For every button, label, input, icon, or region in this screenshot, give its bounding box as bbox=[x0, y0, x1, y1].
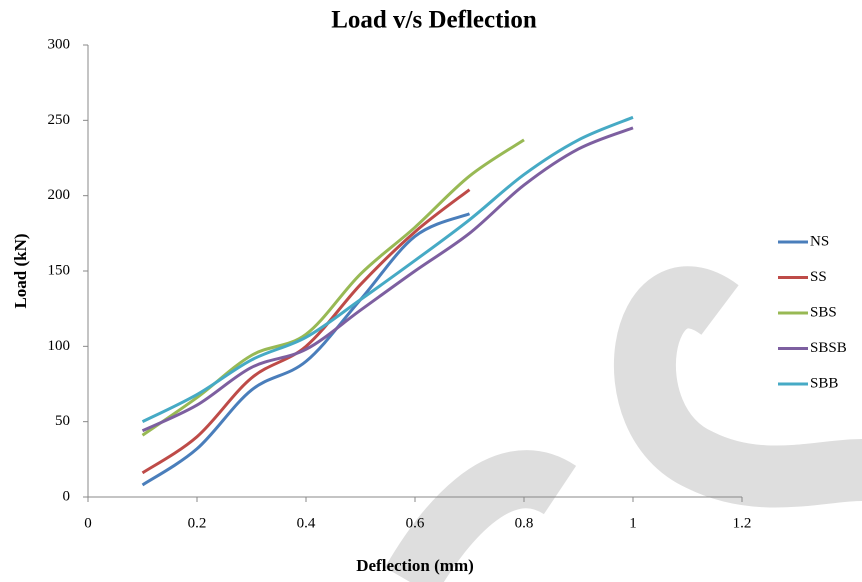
x-tick-label: 0.4 bbox=[297, 515, 316, 531]
x-tick-label: 1.2 bbox=[733, 515, 752, 531]
x-tick-label: 0.6 bbox=[406, 515, 425, 531]
x-tick-label: 0.8 bbox=[515, 515, 534, 531]
series-line bbox=[141, 126, 634, 433]
y-tick-label: 100 bbox=[48, 338, 71, 354]
series-line bbox=[141, 212, 471, 487]
chart-title: Load v/s Deflection bbox=[331, 7, 537, 34]
x-tick-label: 0.2 bbox=[188, 515, 207, 531]
x-axis-title: Deflection (mm) bbox=[356, 556, 474, 575]
legend-label: SBS bbox=[810, 304, 837, 320]
legend-label: SBSB bbox=[810, 340, 847, 356]
y-tick-label: 50 bbox=[55, 413, 70, 429]
legend-label: NS bbox=[810, 233, 829, 249]
watermark bbox=[614, 266, 862, 508]
series-line bbox=[141, 115, 634, 424]
y-tick-label: 150 bbox=[48, 262, 71, 278]
y-tick-label: 300 bbox=[48, 36, 71, 52]
series-line bbox=[141, 138, 525, 437]
y-tick-label: 0 bbox=[63, 488, 71, 504]
legend-label: SBB bbox=[810, 375, 838, 391]
x-tick-label: 0 bbox=[84, 515, 92, 531]
legend-label: SS bbox=[810, 269, 827, 285]
y-axis-title: Load (kN) bbox=[11, 233, 30, 308]
watermark bbox=[384, 450, 577, 582]
y-tick-label: 200 bbox=[48, 187, 71, 203]
series-line bbox=[141, 188, 471, 475]
x-tick-label: 1 bbox=[629, 515, 637, 531]
y-tick-label: 250 bbox=[48, 112, 71, 128]
